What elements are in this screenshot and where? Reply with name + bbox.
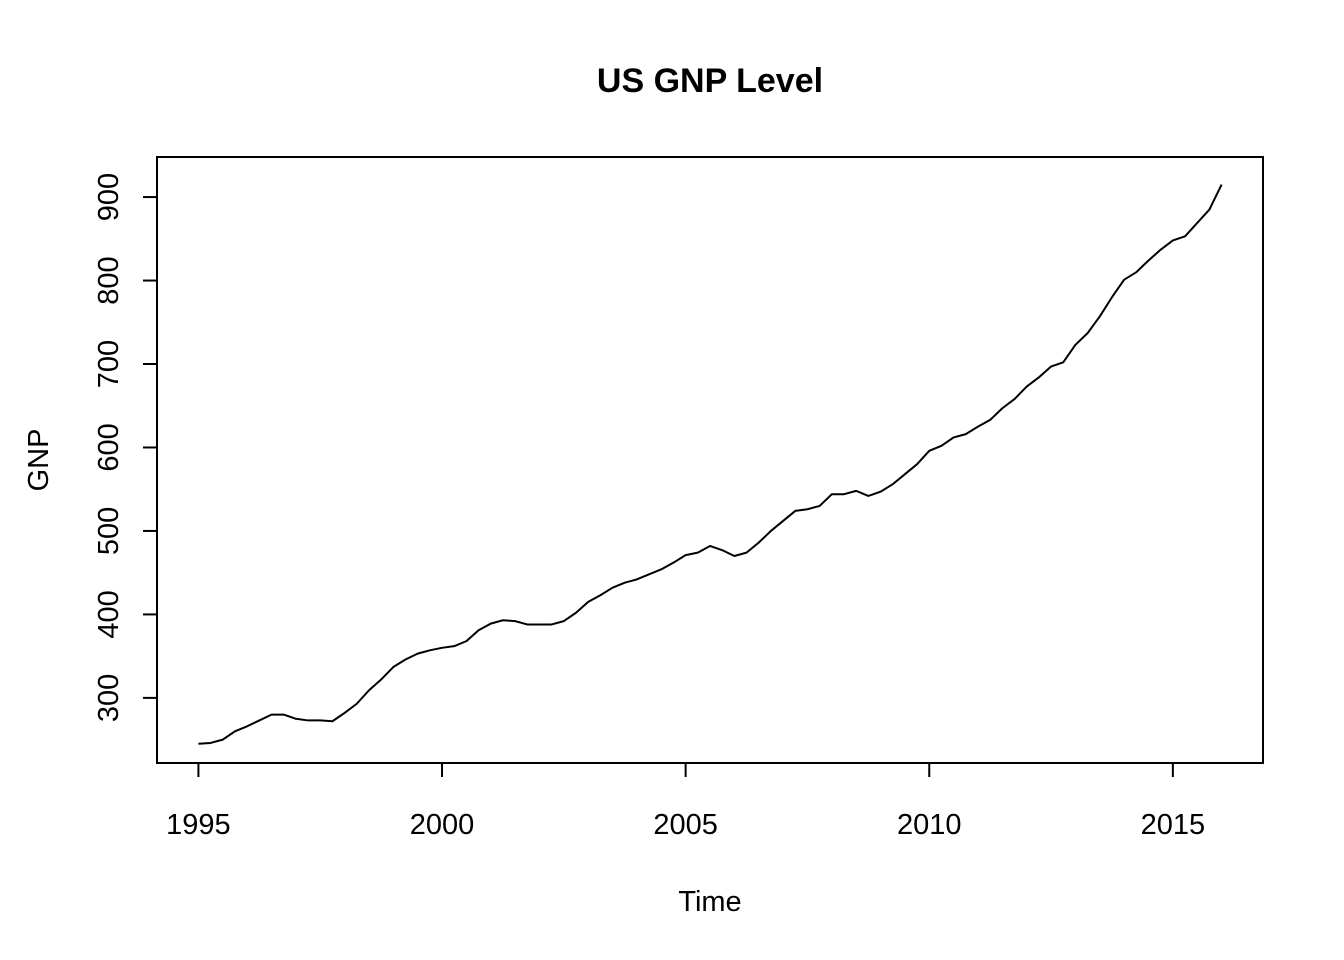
y-tick-label: 500 — [93, 507, 125, 555]
y-tick-label: 900 — [93, 173, 125, 221]
plot-frame — [156, 156, 1264, 764]
x-axis-ticks: 1995 2000 2005 2010 2015 — [166, 763, 1205, 841]
x-tick-label: 2000 — [410, 809, 475, 841]
x-tick-label: 1995 — [166, 809, 231, 841]
series-line-gnp — [198, 184, 1223, 745]
y-tick-label: 700 — [93, 340, 125, 388]
y-axis-label: GNP — [23, 429, 55, 492]
y-tick-label: 800 — [93, 256, 125, 304]
y-tick-label: 600 — [93, 423, 125, 471]
x-tick-label: 2005 — [653, 809, 718, 841]
chart-title: US GNP Level — [597, 62, 823, 100]
x-tick-label: 2015 — [1141, 809, 1206, 841]
y-tick-label: 400 — [93, 590, 125, 638]
y-tick-label: 300 — [93, 674, 125, 722]
x-axis-label: Time — [678, 886, 741, 918]
y-axis-ticks: 300 400 500 600 700 800 900 — [93, 173, 157, 722]
x-tick-label: 2010 — [897, 809, 962, 841]
